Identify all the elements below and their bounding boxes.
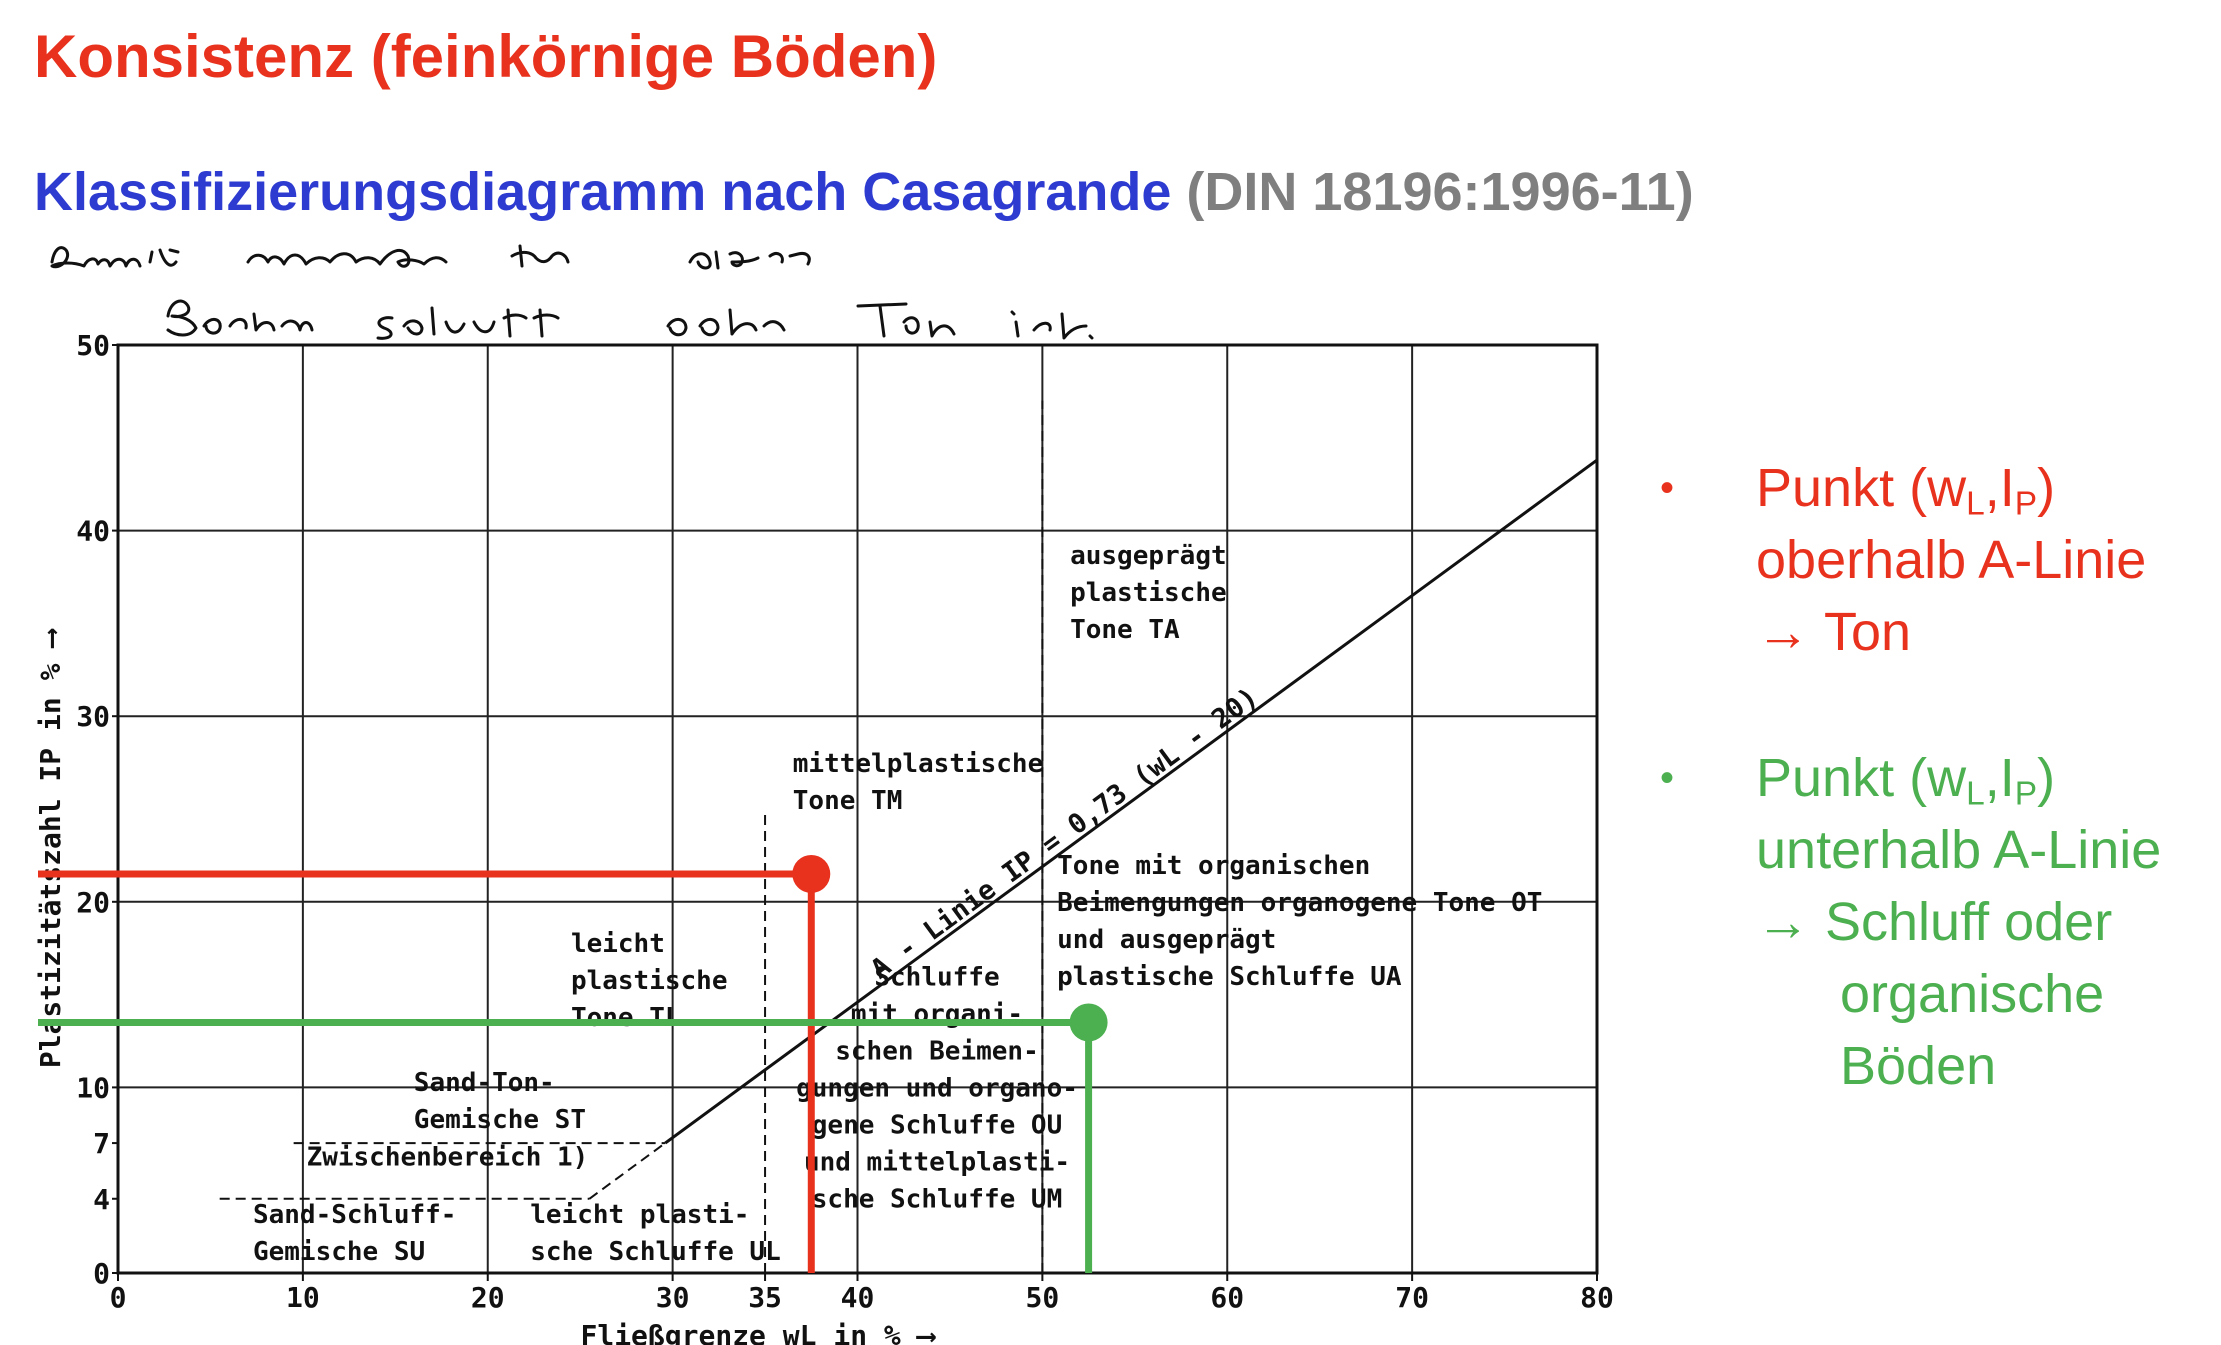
region-label: leicht plasti-sche Schluffe UL: [530, 1200, 780, 1267]
x-tick-label: 10: [286, 1281, 320, 1314]
legend-green-line5: Böden: [1840, 1036, 1997, 1096]
region-label-line: plastische: [571, 966, 728, 996]
y-tick-label: 0: [93, 1257, 110, 1290]
y-tick-label: 50: [76, 329, 110, 362]
subtitle-main: Klassifizierungsdiagramm nach Casagrande: [34, 162, 1172, 222]
x-tick-label: 60: [1210, 1281, 1244, 1314]
legend-green-line1: Punkt (wL,IP): [1756, 748, 2056, 813]
page-title: Konsistenz (feinkörnige Böden): [34, 23, 938, 90]
region-label-line: leicht: [571, 929, 665, 959]
region-label-line: und ausgeprägt: [1057, 925, 1276, 955]
x-tick-label: 0: [110, 1281, 127, 1314]
x-tick-label: 80: [1580, 1281, 1614, 1314]
region-label-line: Gemische ST: [414, 1105, 586, 1135]
legend-red-line3: → Ton: [1756, 602, 1912, 662]
legend-red-line2: oberhalb A-Linie: [1756, 530, 2147, 590]
region-label-line: schen Beimen-: [835, 1036, 1039, 1066]
y-tick-label: 7: [93, 1127, 110, 1160]
subtitle: Klassifizierungsdiagramm nach Casagrande…: [34, 160, 1694, 224]
region-label-line: Tone mit organischen: [1057, 851, 1370, 881]
x-tick-label: 70: [1395, 1281, 1429, 1314]
region-label-line: Zwischenbereich 1): [307, 1142, 589, 1172]
x-tick-label: 40: [841, 1281, 875, 1314]
region-boundaries: [219, 400, 1044, 1273]
region-label-line: Sand-Ton-: [414, 1068, 555, 1098]
handwritten-note: [50, 244, 1094, 340]
point-below-a-line: [1069, 1003, 1108, 1042]
region-label-line: Tone TA: [1070, 615, 1180, 645]
y-tick-label: 20: [76, 886, 110, 919]
point-above-a-line: [792, 854, 831, 893]
region-label-line: plastische: [1070, 578, 1227, 608]
subtitle-norm: (DIN 18196:1996-11): [1186, 162, 1694, 222]
region-label: Zwischenbereich 1): [307, 1142, 589, 1172]
y-axis-title: Plastizitätszahl IP in % ⟶: [34, 628, 67, 1068]
region-label-line: leicht plasti-: [530, 1200, 749, 1230]
region-label-line: Tone TL: [571, 1003, 681, 1033]
bullet-green: •: [1660, 756, 1675, 800]
bullet-red: •: [1660, 466, 1675, 510]
region-label-line: Tone TM: [793, 786, 903, 816]
region-labels: ausgeprägt plastische Tone TA mittelplastis…: [253, 541, 1542, 1267]
region-label: Schluffe mit organi-schen Beimen-gungen u…: [796, 962, 1078, 1214]
region-label-line: gene Schluffe OU: [812, 1110, 1062, 1140]
region-label-line: Beimengungen organogene Tone OT: [1057, 888, 1542, 918]
y-tick-label: 30: [76, 700, 110, 733]
region-label-line: ausgeprägt: [1070, 541, 1227, 571]
region-label-line: sche Schluffe UL: [530, 1237, 780, 1267]
region-label: leicht plastische Tone TL: [571, 929, 728, 1033]
y-tick-label: 4: [93, 1183, 110, 1216]
x-tick-label: 20: [471, 1281, 505, 1314]
region-label-line: Gemische SU: [253, 1237, 425, 1267]
region-label-line: und mittelplasti-: [804, 1147, 1070, 1177]
region-label: mittelplastische Tone TM: [793, 749, 1043, 816]
region-label: Sand-Schluff- Gemische SU: [253, 1200, 456, 1267]
sample-points: [38, 854, 1108, 1273]
region-boundary: [588, 1142, 666, 1200]
region-label-line: gungen und organo-: [796, 1073, 1078, 1103]
legend-green-line2: unterhalb A-Linie: [1756, 820, 2162, 880]
region-label-line: plastische Schluffe UA: [1057, 962, 1402, 992]
a-line-path: [664, 458, 1598, 1145]
region-label: Tone mit organischen Beimengungen organog…: [1057, 851, 1542, 992]
legend-green-line4: organische: [1840, 964, 2105, 1024]
x-tick-label: 30: [656, 1281, 690, 1314]
region-label-line: Sand-Schluff-: [253, 1200, 456, 1230]
x-axis-title: Fließgrenze wL in % ⟶: [580, 1319, 936, 1345]
x-tick-label: 50: [1026, 1281, 1060, 1314]
region-label-line: mittelplastische: [793, 749, 1043, 779]
y-tick-label: 40: [76, 515, 110, 548]
region-label: ausgeprägt plastische Tone TA: [1070, 541, 1227, 645]
x-tick-label: 35: [748, 1281, 782, 1314]
region-label-line: Schluffe: [874, 962, 999, 992]
axes: 0 10 20 30 35 40 50 60 70 80 0 4 7 10 20 30 40 50 Fließgre…: [34, 329, 1614, 1345]
y-tick-label: 10: [76, 1071, 110, 1104]
legend-red-line1: Punkt (wL,IP): [1756, 458, 2056, 523]
legend-green-line3: → Schluff oder: [1756, 892, 2113, 952]
region-label: Sand-Ton- Gemische ST: [414, 1068, 586, 1135]
region-label-line: sche Schluffe UM: [812, 1184, 1062, 1214]
